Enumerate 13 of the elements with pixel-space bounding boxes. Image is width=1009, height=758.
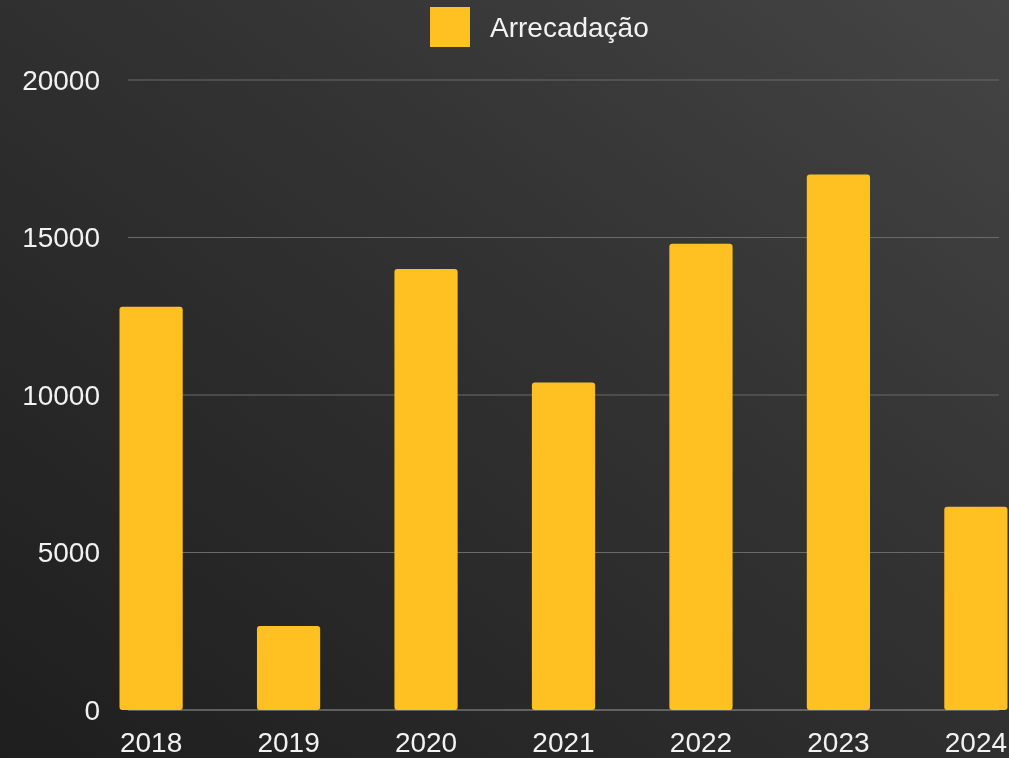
y-tick-label: 10000: [22, 379, 100, 411]
y-tick-label: 5000: [37, 537, 100, 569]
legend-label: Arrecadação: [490, 11, 649, 43]
y-tick-label: 0: [84, 694, 100, 726]
y-tick-label: 20000: [22, 64, 100, 96]
x-tick-label: 2020: [394, 727, 458, 758]
x-tick-label: 2024: [944, 727, 1008, 758]
x-tick-label: 2023: [807, 727, 870, 758]
y-tick-label: 15000: [22, 222, 100, 254]
x-tick-label: 2019: [257, 727, 320, 758]
x-tick-label: 2018: [119, 727, 183, 758]
x-tick-label: 2022: [669, 727, 733, 758]
x-tick-label: 2021: [532, 727, 595, 758]
